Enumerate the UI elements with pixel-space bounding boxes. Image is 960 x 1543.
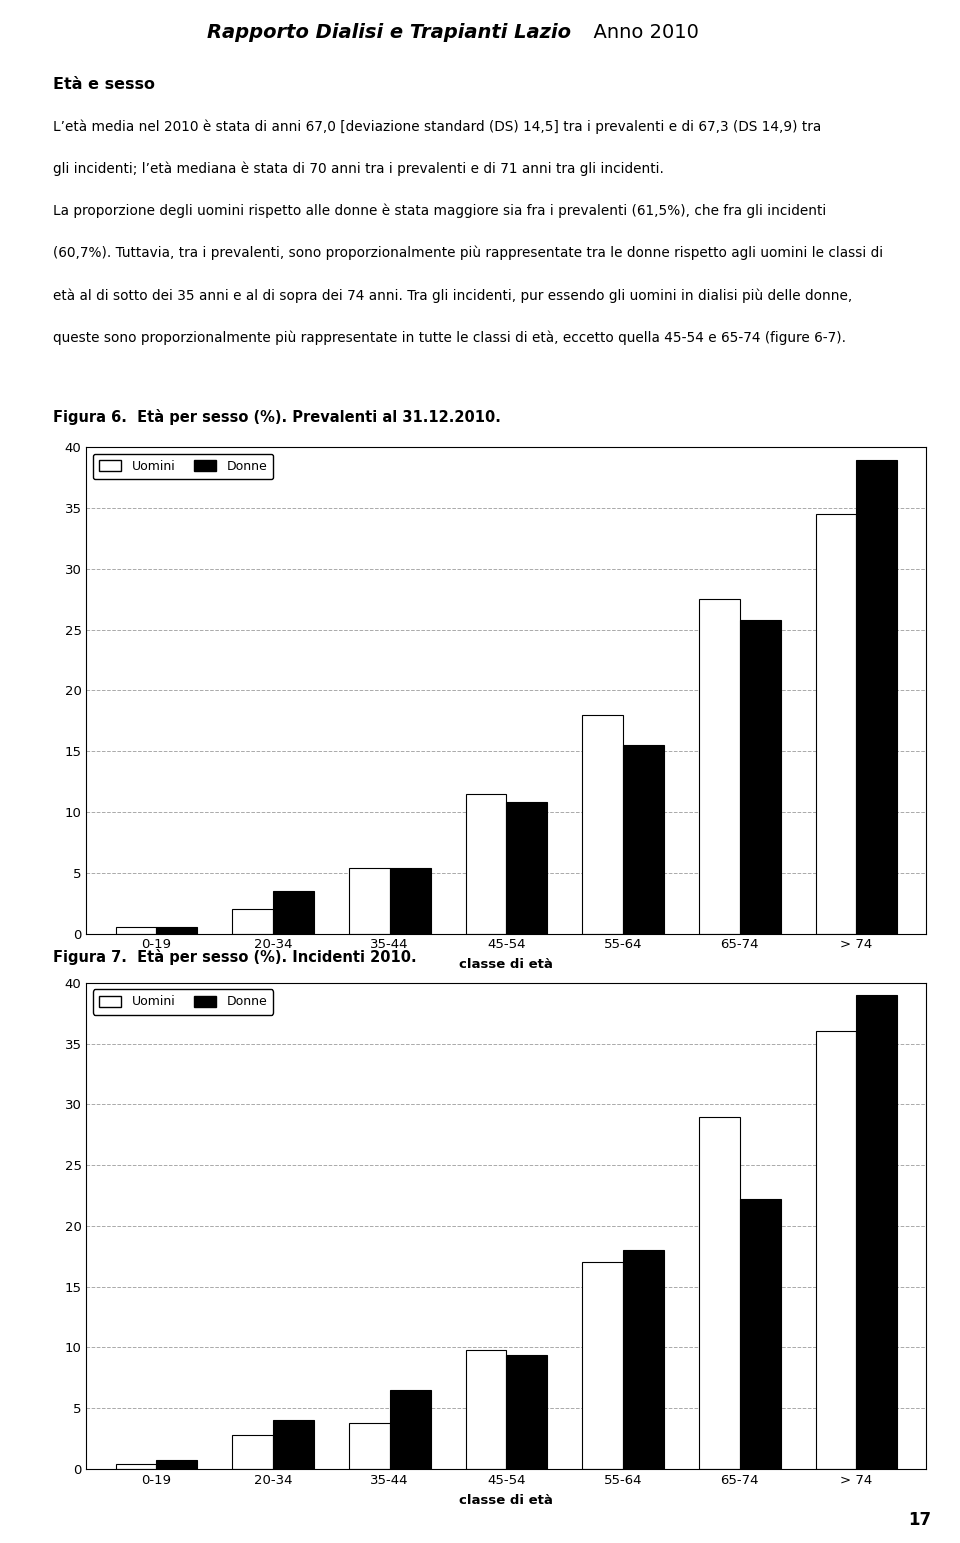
Bar: [816, 1031, 856, 1469]
Text: età al di sotto dei 35 anni e al di sopra dei 74 anni. Tra gli incidenti, pur es: età al di sotto dei 35 anni e al di sopr…: [53, 289, 852, 302]
Bar: [740, 620, 780, 934]
Bar: [273, 890, 314, 934]
Text: Figura 7.  Età per sesso (%). Incidenti 2010.: Figura 7. Età per sesso (%). Incidenti 2…: [53, 949, 417, 964]
Bar: [115, 1464, 156, 1469]
Text: La proporzione degli uomini rispetto alle donne è stata maggiore sia fra i preva: La proporzione degli uomini rispetto all…: [53, 204, 826, 218]
Bar: [856, 460, 898, 934]
Bar: [348, 1423, 390, 1469]
Text: Rapporto Dialisi e Trapianti Lazio: Rapporto Dialisi e Trapianti Lazio: [207, 23, 571, 42]
Text: gli incidenti; l’età mediana è stata di 70 anni tra i prevalenti e di 71 anni tr: gli incidenti; l’età mediana è stata di …: [53, 162, 663, 176]
Bar: [232, 1435, 273, 1469]
Bar: [232, 909, 273, 934]
Legend: Uomini, Donne: Uomini, Donne: [93, 989, 274, 1015]
Bar: [390, 867, 431, 934]
Bar: [699, 599, 740, 934]
X-axis label: classe di età: classe di età: [460, 1494, 553, 1508]
Bar: [390, 1390, 431, 1469]
Bar: [740, 1199, 780, 1469]
Text: Figura 6.  Età per sesso (%). Prevalenti al 31.12.2010.: Figura 6. Età per sesso (%). Prevalenti …: [53, 409, 501, 424]
Bar: [623, 745, 664, 934]
Bar: [273, 1420, 314, 1469]
Bar: [623, 1250, 664, 1469]
Text: (60,7%). Tuttavia, tra i prevalenti, sono proporzionalmente più rappresentate tr: (60,7%). Tuttavia, tra i prevalenti, son…: [53, 245, 883, 261]
X-axis label: classe di età: classe di età: [460, 958, 553, 972]
Bar: [466, 793, 507, 934]
Bar: [156, 1460, 197, 1469]
Text: queste sono proporzionalmente più rappresentate in tutte le classi di età, eccet: queste sono proporzionalmente più rappre…: [53, 330, 846, 344]
Text: Anno 2010: Anno 2010: [581, 23, 699, 42]
Bar: [856, 995, 898, 1469]
Bar: [507, 1355, 547, 1469]
Text: L’età media nel 2010 è stata di anni 67,0 [deviazione standard (DS) 14,5] tra i : L’età media nel 2010 è stata di anni 67,…: [53, 119, 821, 134]
Bar: [816, 514, 856, 934]
Text: Età e sesso: Età e sesso: [53, 77, 155, 93]
Bar: [699, 1117, 740, 1469]
Bar: [156, 927, 197, 934]
Text: 17: 17: [908, 1511, 931, 1529]
Bar: [582, 1262, 623, 1469]
Bar: [582, 714, 623, 934]
Bar: [348, 867, 390, 934]
Legend: Uomini, Donne: Uomini, Donne: [93, 454, 274, 480]
Bar: [507, 802, 547, 934]
Bar: [115, 927, 156, 934]
Bar: [466, 1350, 507, 1469]
